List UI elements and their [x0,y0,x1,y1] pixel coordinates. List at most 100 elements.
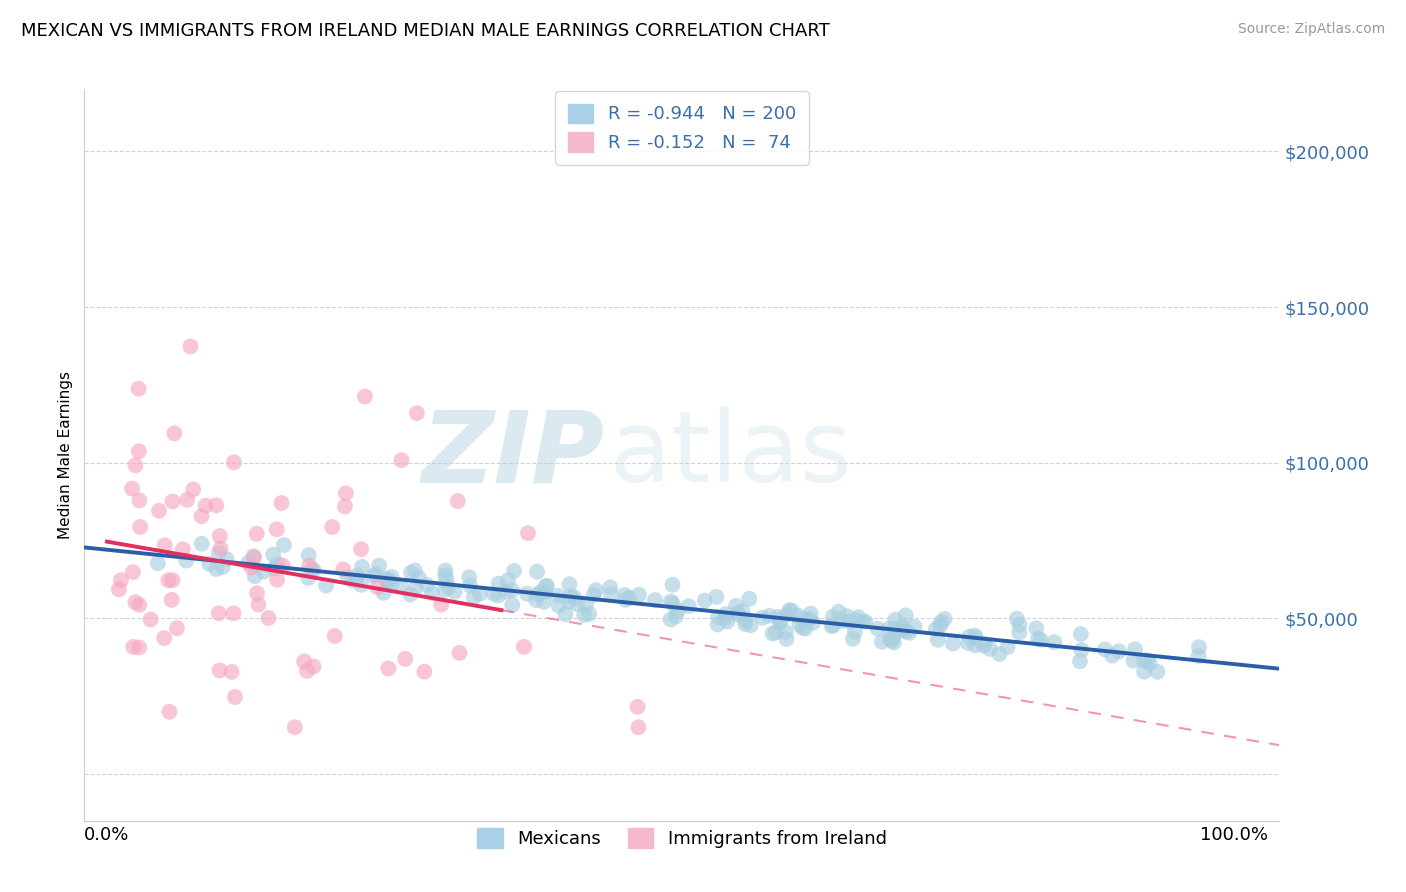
Point [572,607,595,622]
Point [644,593,666,607]
Point [430,598,453,612]
Point [404,563,426,577]
Point [979,641,1001,656]
Point [443,584,465,599]
Point [166,621,188,635]
Point [714,607,737,621]
Point [891,623,914,637]
Point [198,557,221,571]
Point [1122,654,1144,668]
Point [997,640,1019,654]
Point [766,610,789,624]
Point [929,615,952,629]
Point [678,599,700,613]
Point [1136,653,1159,667]
Point [301,563,323,577]
Point [534,585,557,599]
Point [838,615,860,629]
Point [468,587,491,601]
Point [526,565,548,579]
Point [190,509,212,524]
Point [181,483,204,497]
Point [879,622,901,636]
Point [247,598,270,612]
Point [434,564,457,578]
Point [883,635,905,649]
Point [575,598,598,612]
Point [346,573,368,587]
Point [242,549,264,564]
Point [780,604,803,618]
Point [800,607,823,621]
Point [1139,657,1161,671]
Point [176,553,198,567]
Point [297,571,319,585]
Point [1123,642,1146,657]
Point [855,615,877,629]
Point [503,564,526,578]
Point [794,622,817,636]
Point [208,607,231,621]
Point [246,586,269,600]
Point [128,444,150,458]
Point [139,613,162,627]
Point [707,610,730,624]
Point [148,504,170,518]
Point [447,494,470,508]
Point [302,563,325,577]
Point [416,578,439,592]
Point [775,632,797,646]
Point [1043,635,1066,649]
Point [1094,642,1116,657]
Point [965,638,987,652]
Point [437,580,460,594]
Point [929,618,952,632]
Point [934,612,956,626]
Point [734,617,756,632]
Point [463,590,485,604]
Point [434,568,457,582]
Point [266,557,288,571]
Point [731,604,754,618]
Point [406,406,429,420]
Text: atlas: atlas [610,407,852,503]
Point [128,640,150,655]
Point [582,588,605,602]
Point [266,573,288,587]
Point [209,541,232,556]
Point [666,603,689,617]
Point [162,573,184,587]
Point [128,382,150,396]
Point [513,640,536,654]
Point [375,572,398,586]
Point [599,587,621,601]
Point [399,566,422,580]
Point [190,537,212,551]
Point [578,607,600,621]
Point [1008,617,1031,632]
Point [1133,665,1156,679]
Point [122,640,145,654]
Point [211,560,233,574]
Point [599,581,621,595]
Point [844,624,866,639]
Point [821,609,844,624]
Point [846,610,869,624]
Point [883,621,905,635]
Point [215,552,238,566]
Point [350,542,373,557]
Point [350,578,373,592]
Point [925,622,948,636]
Point [292,654,315,668]
Point [724,599,747,613]
Point [727,606,749,620]
Point [172,542,194,557]
Point [124,595,146,609]
Point [333,500,356,514]
Point [243,550,266,565]
Point [266,522,288,536]
Point [284,720,307,734]
Point [894,624,917,639]
Point [1101,648,1123,663]
Point [194,499,217,513]
